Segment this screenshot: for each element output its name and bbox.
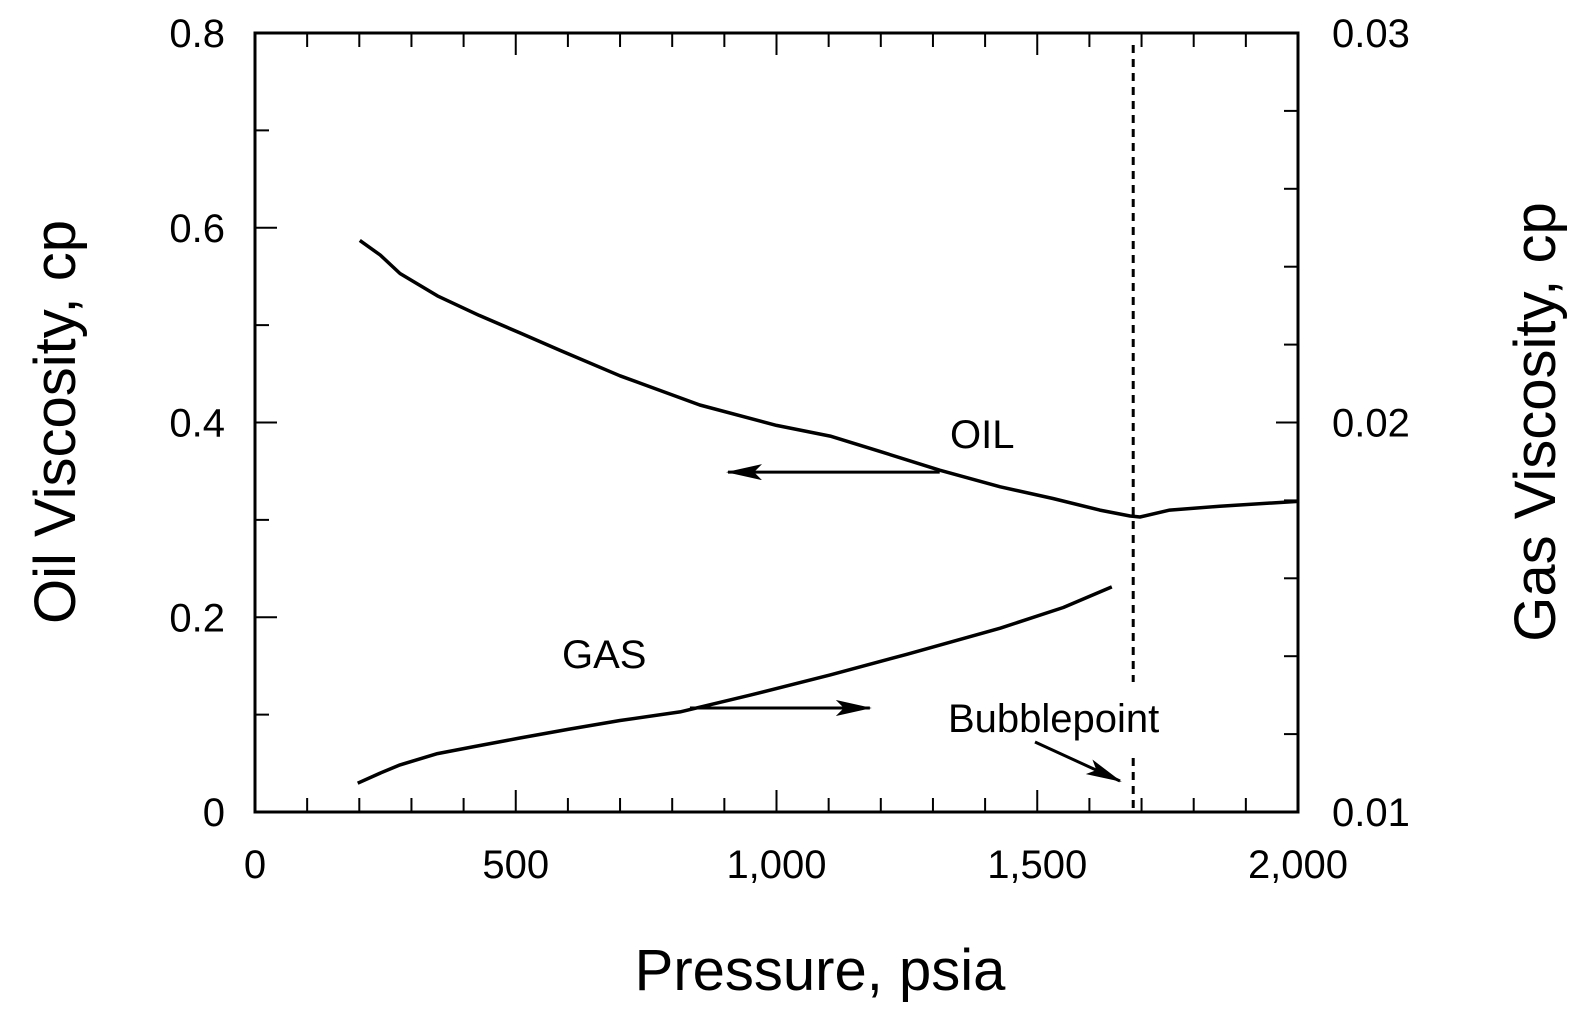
y2-tick-label: 0.01 (1332, 791, 1410, 835)
x-axis-label: Pressure, psia (635, 938, 1006, 1003)
plot-frame (253, 31, 1300, 814)
x-tick-label: 1,500 (987, 843, 1087, 887)
y-tick-label: 0.4 (169, 402, 225, 446)
y-tick-label: 0.8 (169, 12, 225, 56)
x-tick-label: 2,000 (1248, 843, 1348, 887)
y-axis-label: Oil Viscosity, cp (23, 220, 88, 624)
y-tick-label: 0.6 (169, 207, 225, 251)
x-tick-label: 1,000 (726, 843, 826, 887)
oil-label: OIL (950, 413, 1014, 457)
y-tick-label: 0 (203, 791, 225, 835)
x-tick-label: 500 (482, 843, 549, 887)
y2-tick-label: 0.02 (1332, 402, 1410, 446)
y2-tick-label: 0.03 (1332, 12, 1410, 56)
bubblepoint-label: Bubblepoint (948, 697, 1159, 741)
gas-label: GAS (562, 633, 646, 677)
series-oil-line (358, 238, 1299, 519)
series-gas-line (356, 585, 1113, 785)
bubblepoint-arrow (1034, 740, 1122, 783)
x-tick-label: 0 (244, 843, 266, 887)
y-tick-label: 0.2 (169, 596, 225, 640)
y2-axis-label: Gas Viscosity, cp (1503, 202, 1568, 641)
